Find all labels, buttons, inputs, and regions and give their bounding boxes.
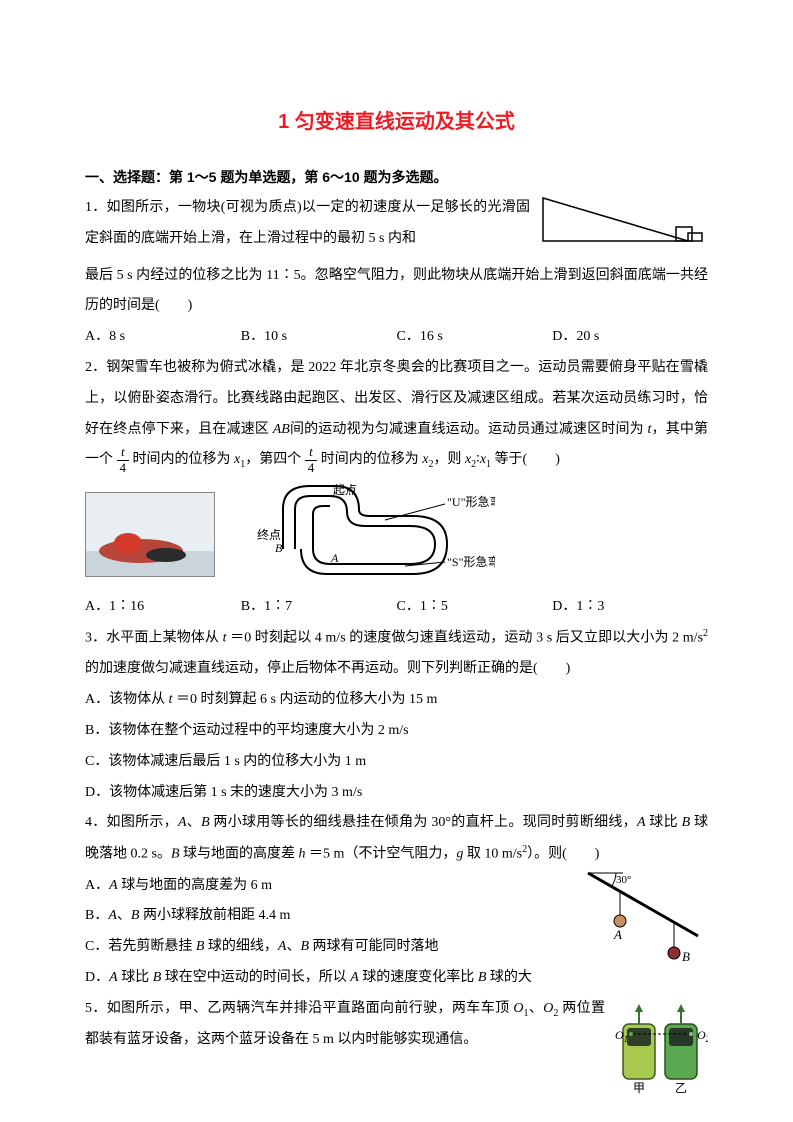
q3-t: t xyxy=(223,631,231,646)
q4-text-g: ＝5 m（不计空气阻力， xyxy=(309,847,456,862)
q2-opt-b: B．1∶7 xyxy=(241,592,397,623)
q4c3: 、 xyxy=(286,939,300,954)
q4b2: 、 xyxy=(117,908,131,923)
q1-text-b: 最后 5 s 内经过的位移之比为 11∶5。忽略空气阻力，则此物块从底端开始上滑… xyxy=(85,268,708,314)
q4a1: A． xyxy=(85,878,109,893)
track-B: B xyxy=(275,541,283,555)
q4d4: 球的速度变化率比 xyxy=(359,970,478,985)
q5-text-a: 5．如图所示，甲、乙两辆汽车并排沿平直路面向前行驶，两车车顶 xyxy=(85,1001,513,1016)
q1-options: A．8 s B．10 s C．16 s D．20 s xyxy=(85,322,708,353)
q4c4: 两球有可能同时落地 xyxy=(309,939,439,954)
q3-opt-d: D．该物体减速后第 1 s 末的速度大小为 3 m/s xyxy=(85,778,708,809)
q4c-B2: B xyxy=(300,939,309,954)
frac-num: t xyxy=(117,445,130,460)
q1-opt-b: B．10 s xyxy=(241,322,397,353)
q4d-A2: A xyxy=(350,970,359,985)
q4d-A: A xyxy=(109,970,118,985)
q4-B2: B xyxy=(682,815,691,830)
q2-opt-a: A．1∶16 xyxy=(85,592,241,623)
track-A: A xyxy=(330,551,339,565)
q4d-B: B xyxy=(153,970,162,985)
q2-frac1: t4 xyxy=(117,445,130,475)
q4-B1: B xyxy=(201,815,210,830)
q2-text-e: ，第四个 xyxy=(245,452,305,467)
frac-den: 4 xyxy=(117,461,130,475)
q4-text-f: 球与地面的高度差 xyxy=(180,847,299,862)
q4b-A: A xyxy=(108,908,117,923)
q4c1: C．若先剪断悬挂 xyxy=(85,939,196,954)
track-u-label: "U"形急弯 xyxy=(447,494,495,509)
question-2: 2．钢架雪车也被称为俯式冰橇，是 2022 年北京冬奥会的比赛项目之一。运动员需… xyxy=(85,353,708,476)
q2-text-b: 间的运动视为匀减速直线运动。运动员通过减速区时间为 xyxy=(290,422,648,437)
question-5: O1 甲 O2 乙 5．如图所示，甲、乙两辆汽车并排沿平直路面向前行驶，两车车顶… xyxy=(85,994,708,1056)
q3-text-c: 的加速度做匀减速直线运动，停止后物体不再运动。则下列判断正确的是( ) xyxy=(85,661,570,676)
q4-fig-B: B xyxy=(682,949,690,964)
q4c2: 球的细线， xyxy=(204,939,278,954)
q3-opt-a-2: ＝0 时刻算起 6 s 内运动的位移大小为 15 m xyxy=(176,692,437,707)
q3-text-b: ＝0 时刻起以 4 m/s 的速度做匀速直线运动，运动 3 s 后又立即以大小为… xyxy=(230,631,703,646)
q2-opt-d: D．1∶3 xyxy=(552,592,708,623)
q5-figure: O1 甲 O2 乙 xyxy=(613,994,708,1107)
q4-text-a: 4．如图所示， xyxy=(85,815,178,830)
q1-opt-c: C．16 s xyxy=(397,322,553,353)
q4-angle: 30° xyxy=(616,874,631,886)
frac-num: t xyxy=(305,445,318,460)
q4-text-c: 两小球用等长的细线悬挂在倾角为 30°的直杆上。现同时剪断细线， xyxy=(210,815,637,830)
q4-text-d: 球比 xyxy=(646,815,682,830)
q2-frac2: t4 xyxy=(305,445,318,475)
q4d5: 球的大 xyxy=(486,970,532,985)
q3-sup: 2 xyxy=(703,628,708,639)
q5-jia: 甲 xyxy=(633,1081,645,1094)
q5-O2t: O xyxy=(543,1001,553,1016)
q2-track-diagram: 起点 终点 B A "U"形急弯 "S"形急弯 xyxy=(235,484,495,584)
q2-photo xyxy=(85,492,215,577)
q5-O2: O2 xyxy=(697,1028,708,1044)
question-3: 3．水平面上某物体从 t ＝0 时刻起以 4 m/s 的速度做匀速直线运动，运动… xyxy=(85,623,708,685)
q3-opt-c: C．该物体减速后最后 1 s 内的位移大小为 1 m xyxy=(85,747,708,778)
q4d3: 球在空中运动的时间长，所以 xyxy=(161,970,350,985)
q4b1: B． xyxy=(85,908,108,923)
q4-A2: A xyxy=(637,815,646,830)
q4d1: D． xyxy=(85,970,109,985)
q4-B3: B xyxy=(171,847,180,862)
track-s-label: "S"形急弯 xyxy=(447,554,495,569)
frac-den: 4 xyxy=(305,461,318,475)
q2-figures: 起点 终点 B A "U"形急弯 "S"形急弯 xyxy=(85,484,708,584)
q5-O1t: O xyxy=(513,1001,523,1016)
q5-text-b: 、 xyxy=(528,1001,543,1016)
q3-opt-a-1: A．该物体从 xyxy=(85,692,169,707)
q4a2: 球与地面的高度差为 6 m xyxy=(118,878,272,893)
q4-text-h: 取 10 m/s xyxy=(463,847,522,862)
q4-figure: 30° A B xyxy=(578,861,708,984)
q2-opt-c: C．1∶5 xyxy=(397,592,553,623)
q1-text-a: 1．如图所示，一物块(可视为质点)以一定的初速度从一足够长的光滑固定斜面的底端开… xyxy=(85,200,530,246)
q1-opt-a: A．8 s xyxy=(85,322,241,353)
q2-text-d: 时间内的位移为 xyxy=(129,452,234,467)
q2-options: A．1∶16 B．1∶7 C．1∶5 D．1∶3 xyxy=(85,592,708,623)
q1-opt-d: D．20 s xyxy=(552,322,708,353)
q2-ab: AB xyxy=(273,422,290,437)
q4-A1: A xyxy=(178,815,187,830)
q4-h: h xyxy=(299,847,310,862)
q2-text-f: 时间内的位移为 xyxy=(317,452,422,467)
section-heading: 一、选择题：第 1～5 题为单选题，第 6～10 题为多选题。 xyxy=(85,162,708,193)
q2-text-i: 等于( ) xyxy=(491,452,560,467)
q4b3: 两小球释放前相距 4.4 m xyxy=(139,908,290,923)
page-title: 1 匀变速直线运动及其公式 xyxy=(85,100,708,144)
q4-fig-A: A xyxy=(613,927,622,942)
q4-text-b: 、 xyxy=(187,815,202,830)
q4d2: 球比 xyxy=(118,970,153,985)
question-1: 1．如图所示，一物块(可视为质点)以一定的初速度从一足够长的光滑固定斜面的底端开… xyxy=(85,193,708,322)
q3-opt-b: B．该物体在整个运动过程中的平均速度大小为 2 m/s xyxy=(85,716,708,747)
q1-figure xyxy=(538,193,708,261)
q3-text-a: 3．水平面上某物体从 xyxy=(85,631,223,646)
q4a-A: A xyxy=(109,878,118,893)
q3-opt-a-t: t xyxy=(169,692,176,707)
q2-text-g: ，则 xyxy=(433,452,465,467)
track-end-label: 终点 xyxy=(257,527,281,542)
q5-yi: 乙 xyxy=(675,1081,687,1094)
track-start-label: 起点 xyxy=(333,484,357,497)
q3-opt-a: A．该物体从 t ＝0 时刻算起 6 s 内运动的位移大小为 15 m xyxy=(85,685,708,716)
q4-text-i: ）。则( ) xyxy=(527,847,599,862)
